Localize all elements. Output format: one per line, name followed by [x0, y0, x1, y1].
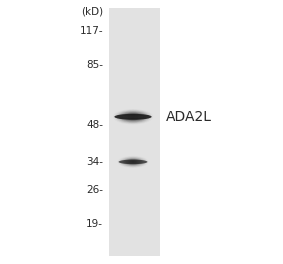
- Ellipse shape: [126, 159, 140, 165]
- Ellipse shape: [117, 110, 149, 123]
- Ellipse shape: [125, 161, 142, 163]
- Bar: [109, 8, 160, 256]
- Ellipse shape: [127, 160, 139, 164]
- Ellipse shape: [120, 112, 146, 122]
- Ellipse shape: [114, 114, 152, 120]
- Ellipse shape: [130, 161, 136, 163]
- Text: 26-: 26-: [86, 185, 103, 195]
- Ellipse shape: [128, 115, 138, 119]
- Text: 117-: 117-: [80, 26, 103, 36]
- Ellipse shape: [122, 112, 144, 121]
- Text: (kD): (kD): [81, 7, 103, 17]
- Ellipse shape: [120, 157, 146, 167]
- Ellipse shape: [118, 111, 148, 122]
- Ellipse shape: [122, 158, 144, 166]
- Ellipse shape: [122, 115, 144, 118]
- Ellipse shape: [124, 113, 142, 120]
- Text: 34-: 34-: [86, 157, 103, 167]
- Text: 48-: 48-: [86, 120, 103, 130]
- Ellipse shape: [129, 160, 137, 163]
- Text: ADA2L: ADA2L: [166, 110, 212, 124]
- Ellipse shape: [131, 116, 135, 117]
- Text: 85-: 85-: [86, 60, 103, 70]
- Ellipse shape: [126, 114, 140, 120]
- Ellipse shape: [125, 159, 142, 165]
- Ellipse shape: [123, 158, 143, 166]
- Ellipse shape: [119, 159, 147, 164]
- Ellipse shape: [129, 115, 137, 118]
- Ellipse shape: [132, 161, 134, 162]
- Ellipse shape: [115, 110, 151, 124]
- Text: 19-: 19-: [86, 219, 103, 229]
